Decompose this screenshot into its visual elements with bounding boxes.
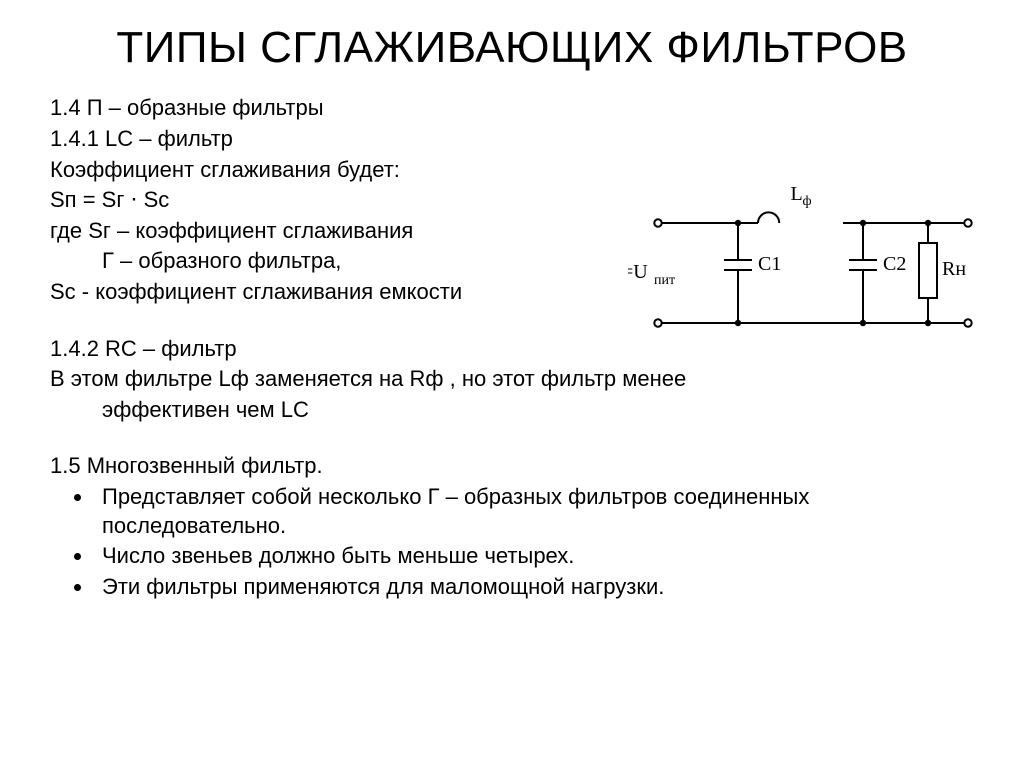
line-rc-1: В этом фильтре Lф заменяется на Rф , но … xyxy=(50,365,974,394)
line-rc-2: эффективен чем LC xyxy=(50,396,974,425)
bullet-list: Представляет собой несколько Г – образны… xyxy=(50,483,974,601)
svg-text:пит: пит xyxy=(654,273,675,288)
svg-text:Rн: Rн xyxy=(942,258,966,280)
line-1-4-1: 1.4.1 LC – фильтр xyxy=(50,125,974,154)
slide-title: ТИПЫ СГЛАЖИВАЮЩИХ ФИЛЬТРОВ xyxy=(50,24,974,72)
line-1-4: 1.4 П – образные фильтры xyxy=(50,94,974,123)
bullet-1: Представляет собой несколько Г – образны… xyxy=(94,483,974,540)
svg-text:C1: C1 xyxy=(758,253,781,275)
svg-text:L: L xyxy=(791,183,803,205)
svg-text:C2: C2 xyxy=(883,253,906,275)
bullet-2: Число звеньев должно быть меньше четырех… xyxy=(94,542,974,571)
bullet-3: Эти фильтры применяются для маломощной н… xyxy=(94,573,974,602)
circuit-diagram: Lф =U пит C1 C2 Rн xyxy=(628,178,978,352)
svg-text:ф: ф xyxy=(803,194,812,209)
svg-text:=U: =U xyxy=(628,261,648,283)
line-1-5: 1.5 Многозвенный фильтр. xyxy=(50,452,974,481)
